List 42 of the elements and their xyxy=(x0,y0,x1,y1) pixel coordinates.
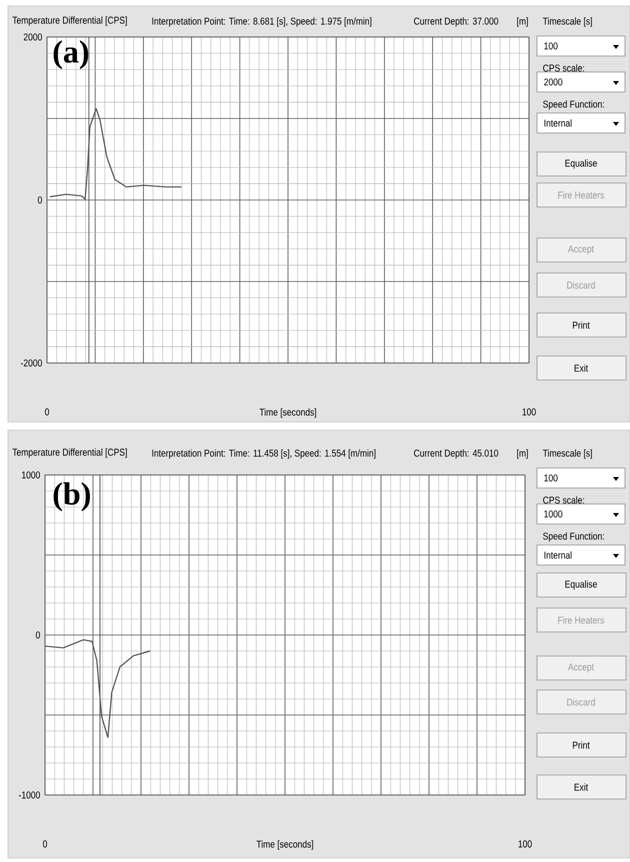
y-tick-label: 0 xyxy=(36,631,40,639)
text: [m] xyxy=(517,17,528,27)
x-axis-title: Time [seconds] xyxy=(256,840,313,850)
y-tick-label: 1000 xyxy=(22,471,40,479)
text: 100 xyxy=(544,42,558,50)
y-tick-label: 2000 xyxy=(24,33,42,41)
text: Internal xyxy=(544,551,572,559)
annotation: (a) xyxy=(54,40,88,70)
text: Print xyxy=(572,321,590,329)
text: Interpretation Point: Time: 8.681 [s], Speed: 1.975 [m/min] xyxy=(152,17,372,27)
y-tick-label: -2000 xyxy=(20,359,42,367)
text: Speed Function: xyxy=(542,532,604,542)
text: Discard xyxy=(567,698,595,706)
text: Fire Heaters xyxy=(558,191,604,199)
text: Internal xyxy=(544,119,572,127)
text: Interpretation Point: Time: 11.458 [s], Speed: 1.554 [m/min] xyxy=(152,449,376,459)
text: 2000 xyxy=(544,78,562,86)
y-axis-title: Temperature Differential [CPS] xyxy=(12,16,127,26)
text: 100 xyxy=(544,474,558,482)
y-axis-title: Temperature Differential [CPS] xyxy=(12,448,127,458)
text: Accept xyxy=(568,246,594,254)
text: Equalise xyxy=(565,159,597,169)
text: Discard xyxy=(567,281,595,289)
annotation: (b) xyxy=(54,482,90,512)
x-axis-title: Time [seconds] xyxy=(259,408,316,418)
text: Current Depth: 37.000 xyxy=(414,17,498,27)
text: Timescale [s] xyxy=(542,17,592,27)
text: 1000 xyxy=(544,510,562,518)
text: Fire Heaters xyxy=(558,616,604,624)
y-tick-label: 0 xyxy=(38,196,42,204)
text: Timescale [s] xyxy=(542,449,592,459)
text: Print xyxy=(572,741,590,749)
text: Exit xyxy=(574,783,588,791)
text: Equalise xyxy=(565,580,597,590)
text: Speed Function: xyxy=(542,100,604,110)
text: Accept xyxy=(568,664,594,672)
text: Exit xyxy=(574,364,588,372)
text: [m] xyxy=(517,449,528,459)
y-tick-label: -1000 xyxy=(18,791,40,799)
text: Current Depth: 45.010 xyxy=(414,449,498,459)
text: CPS scale: xyxy=(543,64,584,72)
text: CPS scale: xyxy=(543,496,584,504)
